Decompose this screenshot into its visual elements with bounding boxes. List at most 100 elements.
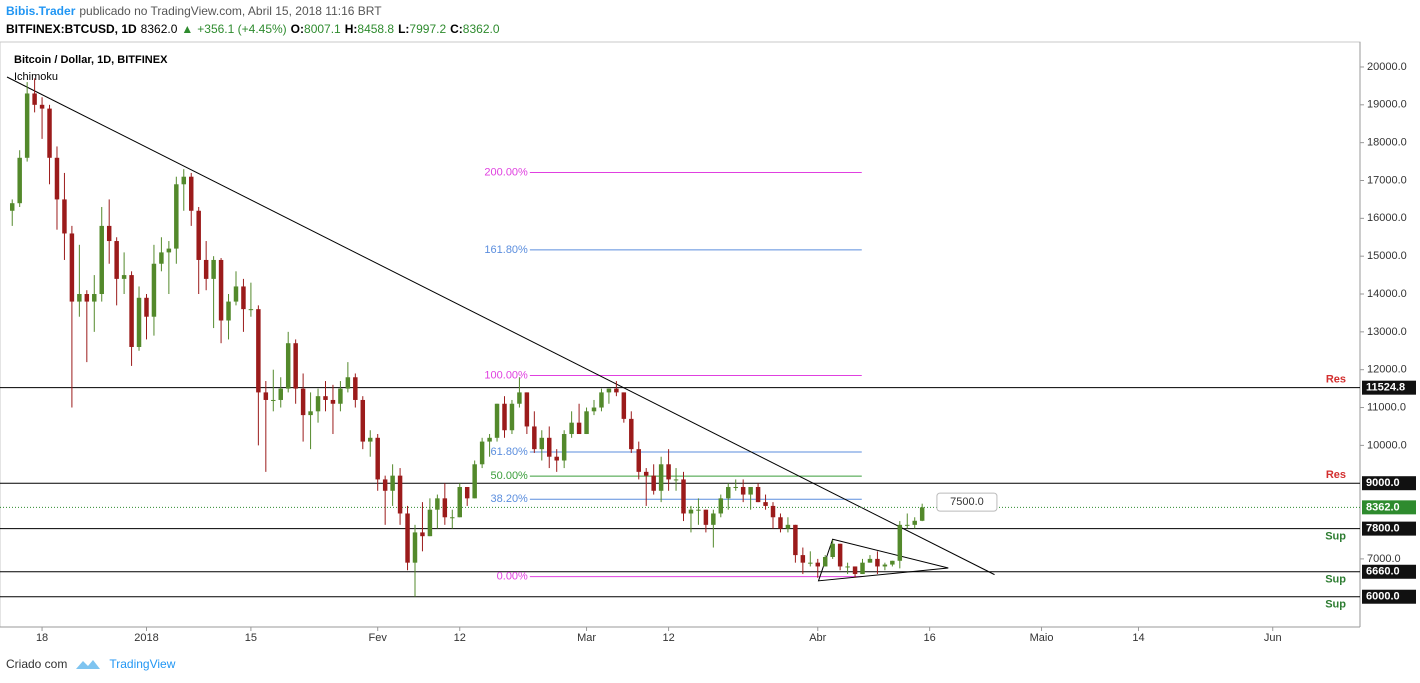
change: +356.1 (+4.45%)	[197, 22, 287, 36]
candle-body	[345, 377, 351, 389]
candle-body	[636, 449, 641, 472]
level-price-label: 6660.0	[1366, 566, 1400, 578]
level-tag: Sup	[1325, 574, 1346, 586]
candle-body	[591, 407, 597, 412]
fib-label: 161.80%	[484, 244, 528, 256]
candle-body	[181, 176, 187, 185]
candle-body	[144, 297, 149, 317]
candle-body	[919, 507, 925, 521]
candle-body	[420, 532, 425, 537]
last-price-box	[1362, 500, 1416, 515]
candle-body	[569, 422, 574, 435]
candle-body	[151, 263, 157, 317]
level-price-label: 7800.0	[1366, 523, 1400, 535]
candle-body	[450, 517, 455, 519]
low: 7997.2	[409, 22, 447, 36]
y-tick-label: 15000.0	[1367, 250, 1407, 262]
candle-body	[479, 441, 485, 465]
candle-body	[278, 388, 283, 400]
price: 8362.0	[140, 22, 178, 36]
author[interactable]: Bibis.Trader	[6, 4, 76, 18]
candle-body	[353, 377, 358, 400]
level-price-label: 11524.8	[1366, 382, 1405, 394]
candle-body	[323, 396, 328, 400]
candle-body	[92, 294, 97, 302]
candle-body	[121, 275, 127, 279]
candle-body	[696, 509, 701, 511]
candle-body	[136, 297, 142, 347]
candle-body	[457, 486, 462, 518]
trendline	[6, 76, 995, 576]
candle-body	[241, 286, 246, 310]
y-tick-label: 12000.0	[1367, 364, 1407, 376]
candle-body	[755, 486, 761, 503]
candle-body	[129, 275, 134, 347]
y-tick-label: 7000.0	[1367, 553, 1401, 565]
tv-logo	[76, 660, 101, 669]
level-tag: Res	[1326, 469, 1346, 481]
candle-body	[905, 524, 910, 526]
level-price-label: 6000.0	[1366, 591, 1400, 603]
y-tick-label: 20000.0	[1367, 61, 1407, 73]
candle-body	[47, 108, 52, 158]
y-tick-label: 16000.0	[1367, 212, 1407, 224]
candle-body	[711, 513, 716, 525]
candle-body	[643, 471, 649, 476]
brand[interactable]: TradingView	[109, 657, 176, 671]
candle-body	[890, 560, 895, 565]
candle-body	[733, 486, 738, 488]
candle-body	[808, 562, 813, 564]
candle-body	[412, 532, 418, 563]
candle-body	[875, 558, 880, 567]
candle-body	[285, 343, 291, 389]
fib-label: 61.80%	[491, 446, 529, 458]
candle-body	[106, 225, 112, 242]
candle-body	[308, 411, 313, 416]
candle-body	[718, 498, 724, 514]
candle-body	[837, 543, 843, 567]
candle-body	[532, 426, 537, 450]
x-tick-label: Jun	[1264, 632, 1282, 644]
candle-body	[726, 486, 731, 499]
y-tick-label: 19000.0	[1367, 99, 1407, 111]
candle-body	[547, 437, 552, 457]
candle-body	[584, 411, 589, 435]
candle-body	[233, 286, 239, 302]
candle-body	[793, 524, 798, 556]
y-axis-area	[1360, 42, 1420, 650]
x-tick-label: 12	[454, 632, 466, 644]
candle-body	[159, 252, 164, 264]
candle-body	[703, 509, 709, 525]
plot-area	[0, 41, 1361, 628]
x-tick-label: Mar	[577, 632, 596, 644]
candle-body	[263, 392, 269, 400]
candle-body	[658, 464, 664, 491]
candle-body	[9, 203, 15, 211]
indicator-name: Ichimoku	[14, 71, 58, 83]
level-price-box	[1362, 521, 1416, 536]
l-label: L:	[398, 22, 410, 36]
fib-label: 200.00%	[484, 166, 528, 178]
candle-body	[211, 259, 216, 279]
candle-body	[763, 502, 768, 506]
x-tick-label: Abr	[809, 632, 826, 644]
candle-body	[99, 225, 104, 295]
candle-body	[912, 520, 917, 525]
candle-body	[248, 309, 254, 311]
y-tick-label: 14000.0	[1367, 288, 1407, 300]
candle-body	[189, 176, 194, 211]
candle-body	[561, 434, 567, 461]
candle-body	[360, 399, 366, 442]
candle-body	[226, 301, 231, 321]
candle-body	[442, 498, 448, 518]
candle-body	[830, 543, 835, 557]
fib-label: 38.20%	[491, 493, 529, 505]
x-tick-label: 15	[245, 632, 257, 644]
candle-body	[621, 392, 627, 419]
candle-body	[517, 392, 522, 404]
candle-body	[271, 399, 276, 401]
candle-body	[368, 437, 373, 442]
candle-body	[315, 396, 321, 412]
candle-body	[166, 248, 172, 253]
